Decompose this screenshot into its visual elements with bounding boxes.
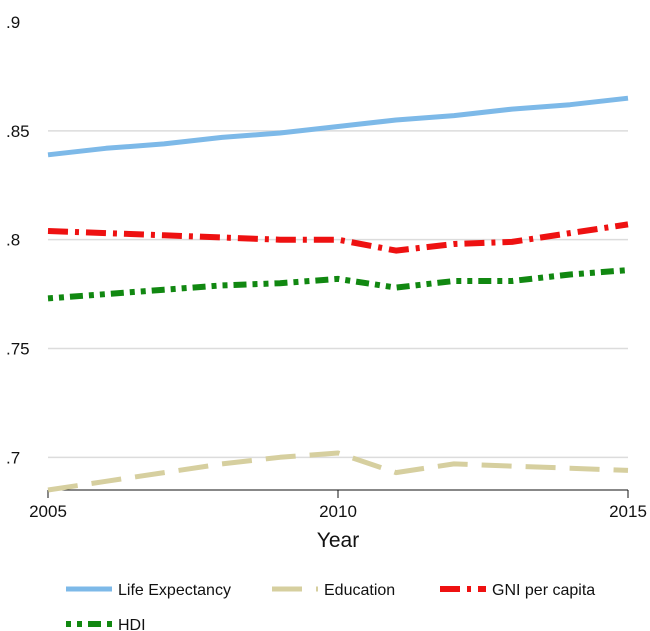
y-tick-label: .85 [6, 122, 30, 141]
y-tick-label: .75 [6, 340, 30, 359]
series-line-life-expectancy [47, 95, 629, 158]
legend-item-hdi: HDI [66, 617, 146, 631]
legend: Life Expectancy Education GNI per capita HD… [66, 582, 595, 631]
series-line-hdi [47, 267, 629, 302]
series-line-education [47, 450, 629, 493]
legend-label: Education [324, 582, 395, 599]
x-tick-label: 2005 [29, 502, 67, 521]
tick-layer: .7 .75 .8 .85 .9 2005 2010 2015 [6, 13, 647, 521]
grid-layer [48, 130, 628, 459]
legend-label: HDI [118, 617, 146, 631]
series-line-gni-per-capita [47, 221, 629, 254]
series-layer [47, 95, 629, 493]
x-axis-title: Year [317, 529, 359, 552]
legend-item-gni-per-capita: GNI per capita [440, 582, 595, 599]
x-tick-label: 2015 [609, 502, 647, 521]
y-tick-label: .8 [6, 231, 20, 250]
legend-label: Life Expectancy [118, 582, 231, 599]
axis-layer: Year [48, 489, 628, 552]
y-tick-label: .9 [6, 13, 20, 32]
y-tick-label: .7 [6, 448, 20, 467]
legend-item-education: Education [272, 582, 395, 599]
legend-item-life-expectancy: Life Expectancy [66, 582, 231, 599]
x-tick-label: 2010 [319, 502, 357, 521]
legend-label: GNI per capita [492, 582, 595, 599]
